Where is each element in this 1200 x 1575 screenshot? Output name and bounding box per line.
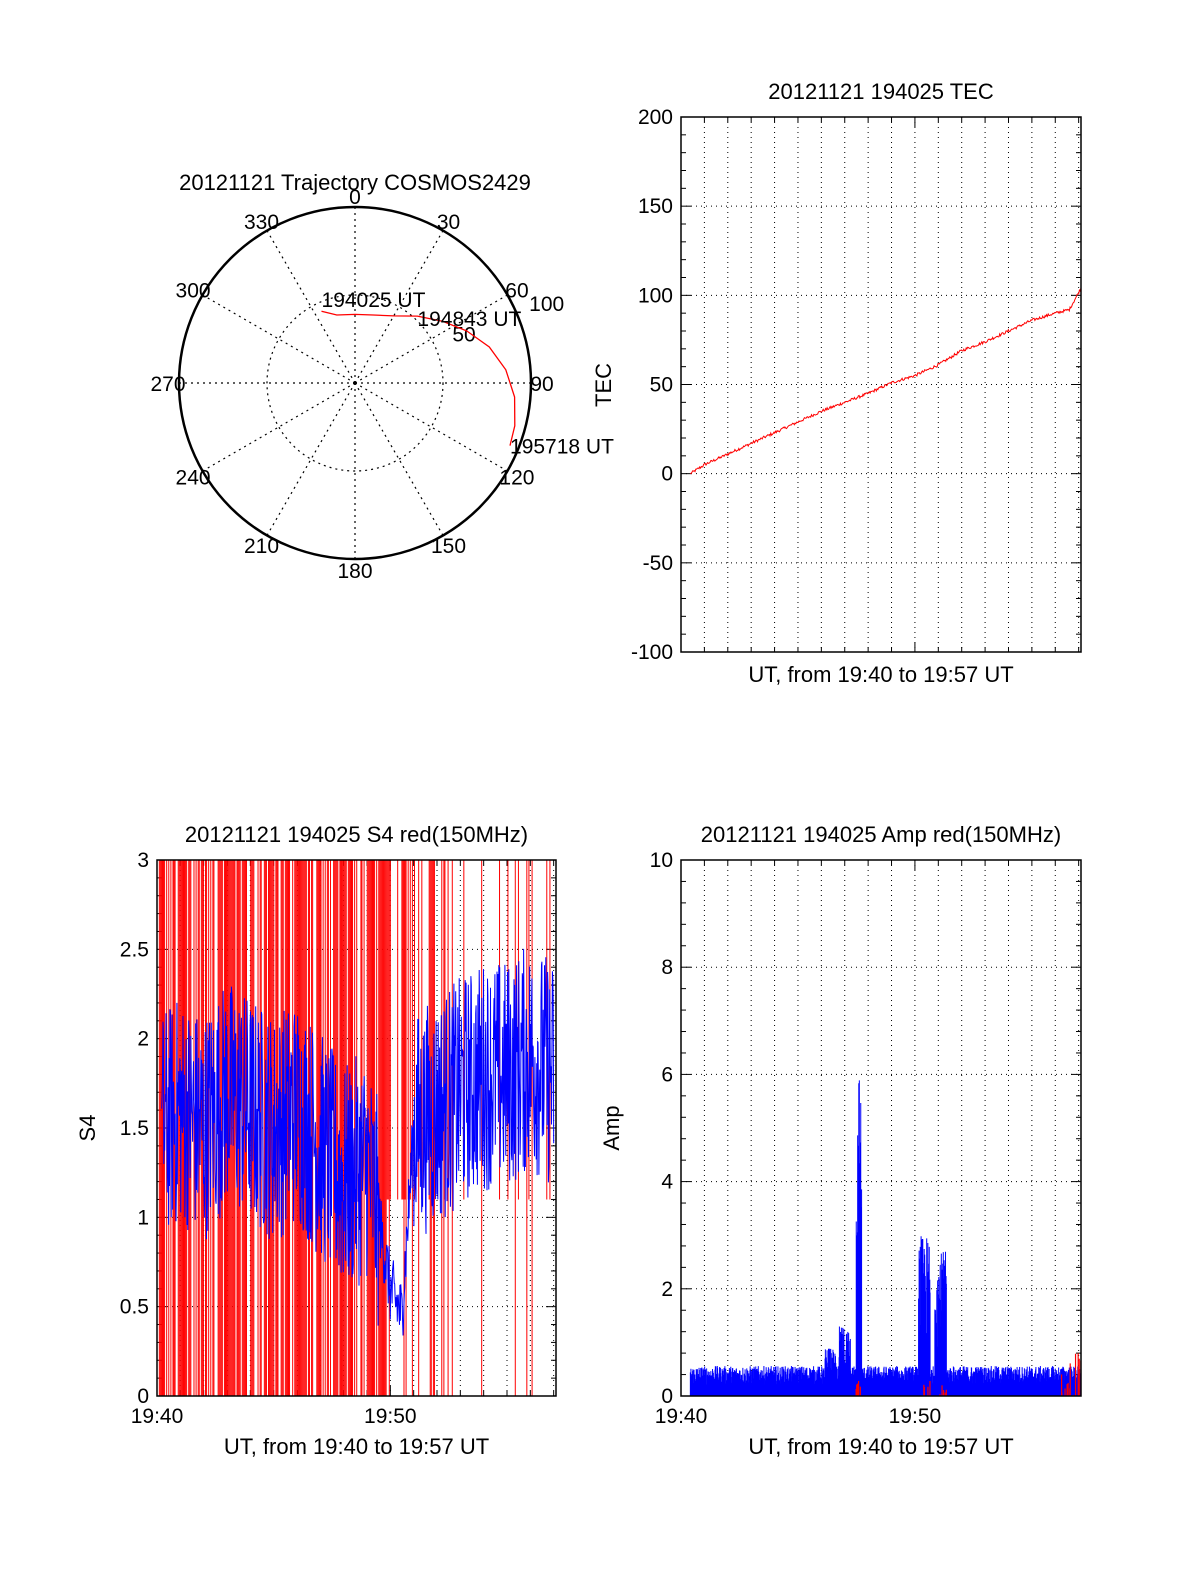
azimuth-label: 330 (244, 211, 279, 234)
y-tick-label: 0 (661, 1385, 673, 1408)
trajectory-title: 20121121 Trajectory COSMOS2429 (179, 170, 531, 195)
vertical-gridlines (703, 860, 1080, 1396)
azimuth-label: 0 (349, 186, 361, 209)
plot-frame (680, 859, 1082, 1397)
chart-title: 20121121 194025 TEC (768, 79, 994, 104)
x-axis-label: UT, from 19:40 to 19:57 UT (748, 662, 1013, 687)
y-tick-label: 1.5 (120, 1117, 149, 1140)
plot-frame (156, 859, 557, 1397)
track-time-label: 194843 UT (417, 308, 521, 331)
tec-panel: 20121121 194025 TEC -100 -50 0 50 100 150 200 UT… (591, 79, 1082, 687)
y-tick-label: 100 (638, 284, 673, 307)
s4-blue-series-line (161, 948, 555, 1336)
y-tick-label: 2.5 (120, 938, 149, 961)
track-time-label: 194025 UT (322, 289, 426, 312)
y-tick-label: 150 (638, 195, 673, 218)
y-tick-label: 2 (137, 1028, 149, 1051)
y-tick-label: -50 (643, 552, 673, 575)
radial-label: 100 (529, 293, 564, 316)
polar-spokes (179, 207, 531, 559)
y-tick-label: -100 (631, 641, 673, 664)
plot-frame (680, 116, 1082, 653)
y-axis-label: Amp (599, 1105, 624, 1150)
azimuth-label: 60 (505, 280, 528, 303)
x-tick-label: 19:40 (131, 1405, 184, 1428)
azimuth-label: 30 (437, 211, 460, 234)
azimuth-label: 150 (431, 535, 466, 558)
polar-azimuth-labels: 0 30 60 90 120 150 180 210 240 270 300 330 (150, 186, 553, 583)
polar-grid-circle-50 (266, 294, 444, 472)
chart-title: 20121121 194025 S4 red(150MHz) (185, 822, 528, 847)
x-axis-label: UT, from 19:40 to 19:57 UT (224, 1434, 489, 1459)
polar-spoke (354, 382, 508, 472)
satellite-track (321, 310, 516, 446)
s4-panel: 20121121 194025 S4 red(150MHz) 0 0.5 1 1.5 2 2… (75, 822, 557, 1459)
azimuth-label: 240 (176, 467, 211, 490)
x-tick-label: 19:40 (655, 1405, 708, 1428)
tec-series-line (690, 287, 1082, 475)
y-tick-label: 0 (661, 463, 673, 486)
y-tick-label: 0 (137, 1385, 149, 1408)
azimuth-label: 210 (244, 535, 279, 558)
azimuth-label: 300 (176, 280, 211, 303)
amp-blue-series (689, 1080, 1082, 1396)
amp-panel: 20121121 194025 Amp red(150MHz) 0 2 4 6 8 10 19… (599, 822, 1082, 1459)
y-tick-label: 3 (137, 849, 149, 872)
x-tick-label: 19:50 (364, 1405, 417, 1428)
x-ticks (680, 117, 1080, 652)
azimuth-label: 120 (499, 467, 534, 490)
x-ticks (680, 860, 1080, 1396)
y-minor-ticks (681, 859, 1081, 1397)
y-tick-label: 1 (137, 1206, 149, 1229)
y-tick-label: 4 (661, 1171, 673, 1194)
horizontal-gridlines (681, 205, 1081, 564)
y-axis-label: S4 (75, 1115, 100, 1142)
radial-label: 50 (452, 323, 475, 346)
azimuth-label: 90 (530, 373, 553, 396)
x-axis-label: UT, from 19:40 to 19:57 UT (748, 1434, 1013, 1459)
y-tick-label: 200 (638, 106, 673, 129)
chart-title: 20121121 194025 Amp red(150MHz) (701, 822, 1061, 847)
polar-spoke (266, 382, 356, 536)
y-tick-label: 10 (650, 849, 673, 872)
track-time-label: 195718 UT (510, 436, 614, 459)
trajectory-panel: 20121121 Trajectory COSMOS2429 0 30 60 90 12… (150, 170, 614, 583)
y-axis-label: TEC (591, 363, 616, 407)
x-tick-label: 19:50 (889, 1405, 942, 1428)
y-tick-label: 2 (661, 1278, 673, 1301)
horizontal-gridlines (681, 966, 1081, 1290)
azimuth-label: 180 (337, 560, 372, 583)
y-tick-label: 6 (661, 1063, 673, 1086)
azimuth-label: 270 (150, 373, 185, 396)
polar-radial-labels: 50 100 (452, 293, 564, 346)
y-tick-label: 8 (661, 956, 673, 979)
y-tick-label: 0.5 (120, 1296, 149, 1319)
y-tick-label: 50 (650, 374, 673, 397)
